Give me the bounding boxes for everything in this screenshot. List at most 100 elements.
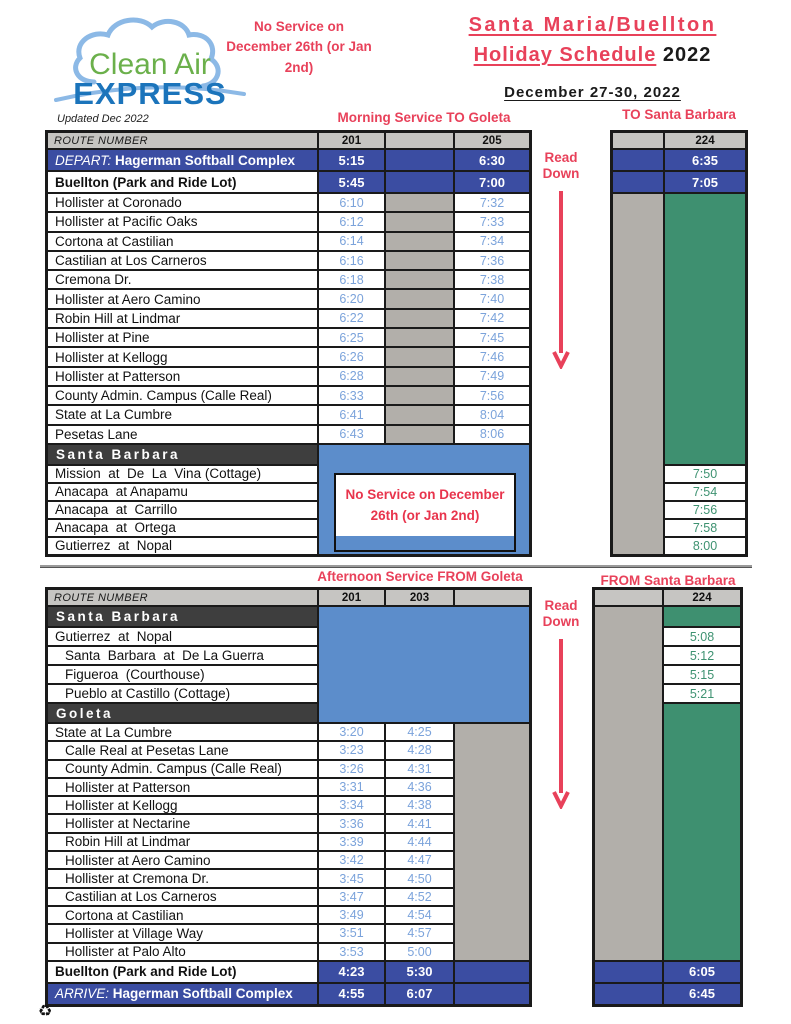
time-cell: 7:00 bbox=[454, 171, 530, 193]
time-cell: 7:38 bbox=[454, 270, 530, 290]
terminal-name: Hagerman Softball Complex bbox=[115, 152, 296, 168]
route-region bbox=[664, 193, 746, 465]
stop-label-cell: Hollister at Cremona Dr. bbox=[47, 869, 318, 888]
route-col-header: 201 bbox=[318, 132, 385, 149]
spacer-cell bbox=[385, 270, 454, 290]
time-cell: 5:12 bbox=[663, 646, 741, 665]
time-cell: 6:07 bbox=[385, 982, 454, 1005]
no-service-note: No Service on December 26th (or Jan 2nd) bbox=[226, 19, 372, 75]
time-cell: 6:43 bbox=[318, 424, 385, 444]
subtitle-underlined: Holiday Schedule bbox=[473, 44, 657, 66]
stop-label-cell: Gutierrez at Nopal bbox=[47, 627, 318, 646]
logo-express-text: EXPRESS bbox=[73, 76, 227, 111]
stop-label-cell: Hollister at Aero Camino bbox=[47, 289, 318, 309]
time-cell: 6:41 bbox=[318, 405, 385, 425]
spacer-cell bbox=[612, 149, 664, 171]
stop-label-cell: Castilian at Los Carneros bbox=[47, 887, 318, 906]
route-col-header: 201 bbox=[318, 589, 385, 606]
to-santa-barbara-title: TO Santa Barbara bbox=[622, 107, 736, 122]
subtitle-year: 2022 bbox=[656, 44, 712, 66]
stop-label-cell: Hollister at Patterson bbox=[47, 366, 318, 386]
time-cell: 7:40 bbox=[454, 289, 530, 309]
hub-label-cell: Buellton (Park and Ride Lot) bbox=[47, 960, 318, 983]
spacer-cell bbox=[385, 149, 454, 171]
time-cell: 7:05 bbox=[664, 171, 746, 193]
time-cell: 7:32 bbox=[454, 193, 530, 213]
time-cell: 5:45 bbox=[318, 171, 385, 193]
time-cell: 6:20 bbox=[318, 289, 385, 309]
route-col-header: 224 bbox=[663, 589, 741, 606]
time-cell: 4:31 bbox=[385, 759, 454, 778]
stop-label-cell: State at La Cumbre bbox=[47, 723, 318, 742]
spacer-cell bbox=[385, 424, 454, 444]
read-down-label: Read Down bbox=[542, 598, 580, 629]
time-cell: 3:20 bbox=[318, 723, 385, 742]
afternoon-main-table: ROUTE NUMBER 201 203 Santa Barbara Gutierrez… bbox=[45, 587, 532, 1007]
route-region bbox=[663, 703, 741, 961]
time-cell: 3:36 bbox=[318, 814, 385, 833]
spacer-region bbox=[612, 193, 664, 555]
time-cell: 3:31 bbox=[318, 777, 385, 797]
spacer-cell bbox=[385, 328, 454, 348]
route-col-header bbox=[385, 132, 454, 149]
time-cell: 3:39 bbox=[318, 832, 385, 852]
time-cell: 4:50 bbox=[385, 869, 454, 888]
down-arrow-icon bbox=[552, 639, 570, 810]
time-cell: 3:34 bbox=[318, 796, 385, 815]
clean-air-express-logo: Clean Air EXPRESS bbox=[52, 12, 248, 114]
time-cell: 6:22 bbox=[318, 308, 385, 329]
down-arrow-icon bbox=[552, 191, 570, 370]
terminal-prefix: ARRIVE: bbox=[55, 986, 113, 1002]
logo-clean-air-text: Clean Air bbox=[89, 48, 211, 81]
stop-label-cell: Robin Hill at Lindmar bbox=[47, 832, 318, 852]
time-cell: 8:00 bbox=[664, 536, 746, 555]
terminal-prefix: DEPART: bbox=[55, 152, 116, 168]
updated-label: Updated Dec 2022 bbox=[57, 113, 149, 125]
stop-label-cell: Hollister at Aero Camino bbox=[47, 851, 318, 870]
stop-label-cell: Figueroa (Courthouse) bbox=[47, 665, 318, 684]
spacer-cell bbox=[385, 250, 454, 271]
stop-label-cell: Hollister at Nectarine bbox=[47, 814, 318, 833]
stop-label-cell: Mission at De La Vina (Cottage) bbox=[47, 464, 318, 483]
spacer-cell bbox=[385, 171, 454, 193]
spacer-cell bbox=[385, 212, 454, 232]
time-cell: 4:54 bbox=[385, 905, 454, 925]
time-cell: 7:42 bbox=[454, 308, 530, 329]
terminal-name: Hagerman Softball Complex bbox=[112, 986, 293, 1002]
title-block: Santa Maria/Buellton Holiday Schedule 20… bbox=[420, 14, 765, 101]
time-cell: 3:53 bbox=[318, 942, 385, 961]
recycle-icon: ♻ bbox=[38, 1003, 53, 1020]
time-cell: 3:23 bbox=[318, 741, 385, 760]
page-subtitle: Holiday Schedule 2022 bbox=[420, 44, 765, 67]
time-cell: 7:54 bbox=[664, 482, 746, 501]
time-cell: 7:50 bbox=[664, 464, 746, 483]
from-santa-barbara-title: FROM Santa Barbara bbox=[600, 573, 736, 588]
spacer-cell bbox=[594, 960, 663, 983]
stop-label-cell: Anacapa at Carrillo bbox=[47, 500, 318, 519]
spacer-region bbox=[594, 606, 663, 961]
stop-label-cell: Hollister at Palo Alto bbox=[47, 942, 318, 961]
route-region bbox=[663, 606, 741, 627]
stop-label-cell: Hollister at Patterson bbox=[47, 777, 318, 797]
route-number-header: ROUTE NUMBER bbox=[47, 589, 318, 606]
stop-label-cell: Pueblo at Castillo (Cottage) bbox=[47, 684, 318, 703]
time-cell: 7:45 bbox=[454, 328, 530, 348]
time-cell: 3:45 bbox=[318, 869, 385, 888]
time-cell: 4:25 bbox=[385, 723, 454, 742]
time-cell: 5:30 bbox=[385, 960, 454, 983]
time-cell: 4:57 bbox=[385, 924, 454, 943]
read-down-marker-afternoon: Read Down bbox=[538, 598, 584, 810]
time-cell: 6:25 bbox=[318, 328, 385, 348]
time-cell: 7:56 bbox=[454, 385, 530, 406]
spacer-cell bbox=[385, 289, 454, 309]
time-cell: 7:46 bbox=[454, 347, 530, 367]
no-service-box: No Service on December 26th (or Jan 2nd) bbox=[334, 473, 516, 552]
hub-label-cell: Buellton (Park and Ride Lot) bbox=[47, 171, 318, 193]
spacer-cell bbox=[385, 347, 454, 367]
read-down-label: Read Down bbox=[542, 150, 580, 181]
time-cell: 4:36 bbox=[385, 777, 454, 797]
time-cell: 3:51 bbox=[318, 924, 385, 943]
spacer-cell bbox=[454, 982, 530, 1005]
time-cell: 6:28 bbox=[318, 366, 385, 386]
time-cell: 7:36 bbox=[454, 250, 530, 271]
